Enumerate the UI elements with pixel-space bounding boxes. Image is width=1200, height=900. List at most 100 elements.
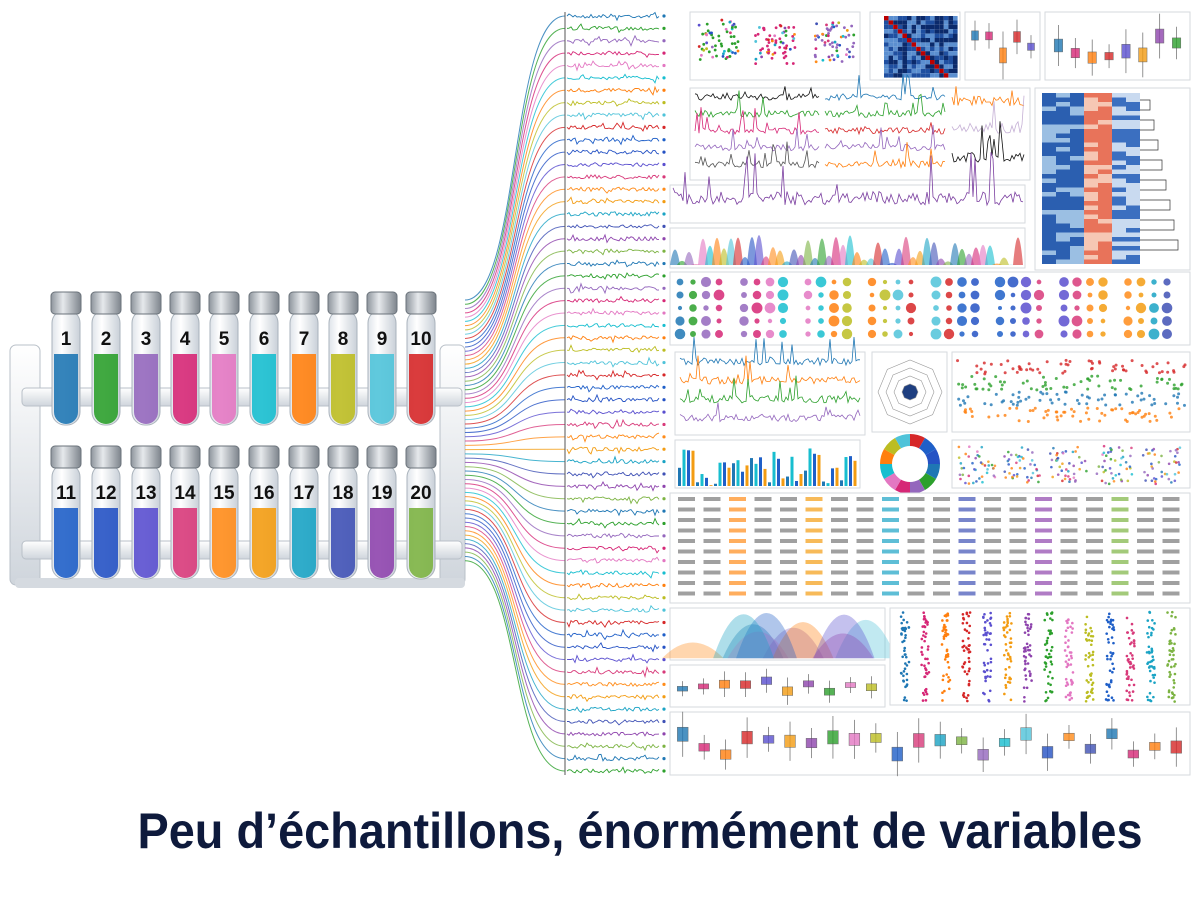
heat-cell [902, 38, 907, 43]
box [827, 730, 839, 745]
point [1086, 377, 1090, 381]
heat-cell [948, 42, 953, 47]
table-cell [1009, 497, 1027, 501]
point [1128, 411, 1132, 415]
point [1024, 677, 1028, 681]
connection [464, 362, 566, 421]
table-cell [729, 570, 746, 575]
point [1044, 387, 1048, 391]
heat-cell [925, 64, 930, 69]
density [812, 633, 874, 659]
table-cell [907, 549, 925, 554]
point [1048, 670, 1052, 674]
dot [765, 329, 775, 339]
heat-cell [907, 55, 912, 60]
point [1108, 685, 1111, 689]
table-cell [856, 570, 874, 575]
point [1061, 462, 1064, 466]
heat-cell [939, 24, 944, 30]
point [1009, 400, 1013, 404]
point [984, 679, 987, 683]
table-cell [1060, 518, 1078, 522]
point [754, 57, 758, 61]
heat-cell [897, 38, 903, 43]
signal-dot [662, 101, 666, 105]
heat-cell [1126, 138, 1140, 143]
point [1167, 695, 1171, 699]
table-cell [780, 507, 797, 512]
point [1112, 479, 1116, 483]
dot [933, 305, 939, 311]
table-cell [933, 570, 950, 575]
point [1176, 451, 1179, 455]
point [852, 41, 856, 45]
point [1145, 448, 1148, 452]
signal-trace [566, 628, 660, 641]
point [989, 660, 993, 664]
point [826, 39, 830, 43]
point [1091, 691, 1094, 695]
signal-dot [662, 719, 666, 724]
heat-cell [1056, 93, 1070, 98]
table-cell [729, 497, 746, 501]
signal-dot [662, 360, 666, 365]
point [840, 60, 844, 63]
heat-cell [1098, 160, 1112, 165]
tube-liquid [292, 508, 316, 578]
table-cell [1162, 581, 1180, 585]
point [1004, 673, 1008, 677]
dot [959, 331, 965, 337]
table-cell [780, 570, 797, 575]
point [707, 50, 711, 54]
density [772, 622, 834, 659]
heat-cell [1056, 214, 1070, 219]
dot [882, 305, 888, 311]
signal-dot [662, 682, 666, 686]
point [1086, 387, 1090, 391]
point [1044, 661, 1048, 665]
point [1006, 359, 1010, 363]
point [760, 55, 764, 59]
bar [772, 451, 776, 486]
heat-cell [1070, 129, 1084, 134]
heat-cell [1042, 93, 1056, 98]
point [987, 698, 990, 702]
heat-cell [1112, 232, 1126, 237]
point [1015, 370, 1019, 374]
point [1150, 403, 1154, 407]
point [1126, 479, 1130, 483]
point [967, 614, 970, 618]
point [767, 41, 771, 44]
point [900, 633, 903, 636]
signal-dot [662, 422, 666, 427]
point [1024, 616, 1028, 620]
peak [950, 243, 960, 265]
heat-cell [902, 51, 907, 56]
tube-cap [405, 291, 437, 315]
table-cell [933, 518, 950, 522]
dot [804, 278, 812, 286]
point [970, 415, 974, 419]
point [926, 648, 930, 651]
table-cell [780, 591, 797, 596]
heat-cell [1098, 241, 1112, 246]
bar [840, 480, 843, 486]
point [984, 632, 988, 636]
heat-cell [1098, 102, 1112, 107]
point [903, 696, 907, 699]
heat-cell [911, 55, 917, 60]
dendrogram [1140, 99, 1151, 111]
point [1086, 664, 1090, 668]
heat-cell [1070, 174, 1084, 179]
point [1004, 668, 1008, 671]
point [1157, 371, 1161, 375]
point [725, 30, 729, 34]
point [1050, 662, 1054, 666]
heat-cell [893, 20, 898, 25]
point [778, 37, 782, 41]
table-cell [1035, 528, 1052, 533]
signal-trace [566, 224, 660, 229]
point [1183, 363, 1187, 367]
heat-cell [897, 46, 903, 52]
point [1063, 649, 1067, 652]
